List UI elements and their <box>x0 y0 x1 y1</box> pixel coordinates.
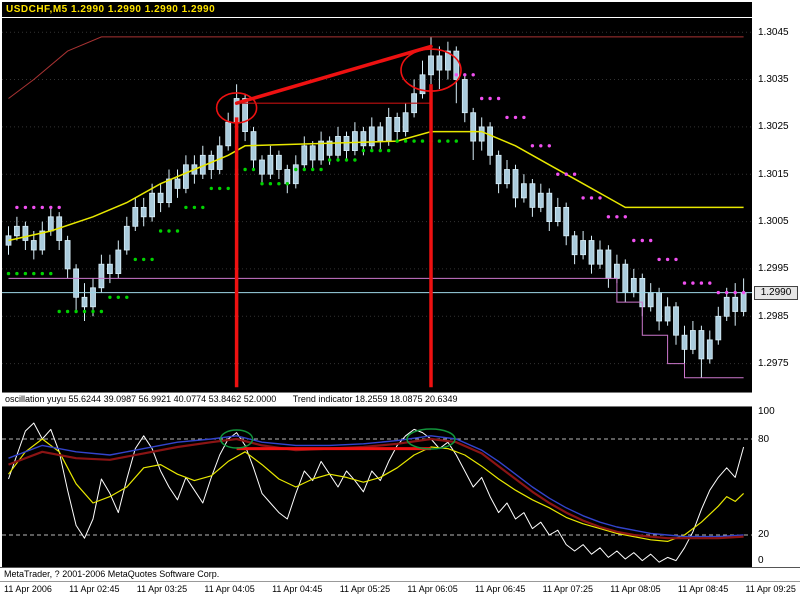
osc-axis-label: 0 <box>758 555 764 566</box>
price-axis-label: 1.3045 <box>758 27 789 38</box>
trend-dots-down <box>454 73 746 295</box>
price-axis-label: 1.2995 <box>758 263 789 274</box>
trend-dots-up <box>6 139 458 314</box>
trend-indicator-values: Trend indicator 18.2559 18.0875 20.6349 <box>292 394 458 404</box>
time-axis-label: 11 Apr 09:25 <box>745 584 796 594</box>
annotations-layer <box>215 44 462 388</box>
time-axis-label: 11 Apr 2006 <box>4 584 52 594</box>
osc-axis-label: 80 <box>758 434 770 445</box>
osc-annotation-ellipse <box>406 428 456 450</box>
price-axis-label: 1.2985 <box>758 311 789 322</box>
time-axis-label: 11 Apr 04:05 <box>204 584 255 594</box>
time-axis-label: 11 Apr 02:45 <box>69 584 120 594</box>
trend-red <box>8 437 744 540</box>
trend-dots-down-left <box>15 205 61 210</box>
time-axis-label: 11 Apr 06:05 <box>407 584 458 594</box>
annotation-trend-line <box>234 44 433 105</box>
current-price-badge: 1.2990 <box>754 286 798 300</box>
osc-axis-label: 100 <box>758 406 775 417</box>
time-axis-label: 11 Apr 07:25 <box>542 584 593 594</box>
time-axis-label: 11 Apr 08:45 <box>677 584 729 594</box>
osc-levels-layer <box>2 438 752 536</box>
trend-blue <box>8 435 744 538</box>
time-axis-label: 11 Apr 03:25 <box>136 584 188 594</box>
oscillation-fast <box>8 422 745 563</box>
channel-mid <box>8 130 744 242</box>
oscillator-chart[interactable] <box>2 407 752 567</box>
chart-title: USDCHF,M5 1.2990 1.2990 1.2990 1.2990 <box>2 2 752 18</box>
time-axis-label: 11 Apr 05:25 <box>339 584 391 594</box>
overlays-layer <box>6 36 746 379</box>
time-axis-label: 11 Apr 06:45 <box>474 584 526 594</box>
osc-axis-label: 20 <box>758 529 770 540</box>
channel-bottom <box>8 277 744 379</box>
main-price-chart[interactable] <box>2 18 752 392</box>
indicator-values-bar: oscillation yuyu 55.6244 39.0987 56.9921… <box>2 392 752 407</box>
oscillator-values: oscillation yuyu 55.6244 39.0987 56.9921… <box>5 394 277 404</box>
time-axis: 11 Apr 2006 11 Apr 02:45 11 Apr 03:25 11… <box>0 582 800 600</box>
osc-series-layer <box>8 422 745 563</box>
price-axis-label: 1.3035 <box>758 74 789 85</box>
price-axis-label: 1.2975 <box>758 358 789 369</box>
grid-layer <box>2 31 752 365</box>
price-axis: 1.3045 1.3035 1.3025 1.3015 1.3005 1.299… <box>752 0 800 600</box>
channel-top <box>8 36 744 99</box>
time-axis-label: 11 Apr 04:45 <box>272 584 323 594</box>
osc-annotations-layer <box>219 428 456 451</box>
oscillation-slow <box>8 438 745 542</box>
status-bar: MetaTrader, ? 2001-2006 MetaQuotes Softw… <box>0 567 800 582</box>
price-axis-label: 1.3025 <box>758 121 789 132</box>
osc-annotation-ellipse <box>219 429 254 449</box>
price-axis-label: 1.3015 <box>758 169 789 180</box>
time-axis-label: 11 Apr 08:05 <box>610 584 661 594</box>
price-axis-label: 1.3005 <box>758 216 789 227</box>
